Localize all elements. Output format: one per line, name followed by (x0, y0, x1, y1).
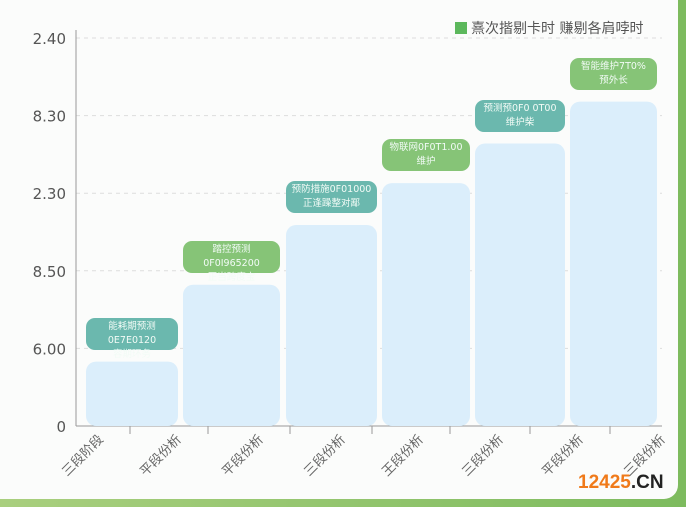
y-tick-label: 6.00 (33, 340, 66, 358)
bar (570, 101, 657, 426)
bar-callout: 踏控预测0F0I965200 正当跨度宝 (183, 240, 280, 283)
y-tick-label: 2.30 (33, 185, 66, 203)
x-tick-label: 王段份析 (379, 432, 426, 479)
bar (183, 284, 280, 426)
callout-text: 正逢躁整对鄙 (302, 198, 360, 210)
y-tick-label: 0 (56, 418, 66, 436)
legend: 熹次揩剔卡时 赚剔各肩哱时 (455, 18, 643, 38)
callout-text: 预外长 (599, 74, 628, 86)
x-tick-label: 三段阶段 (59, 432, 106, 479)
legend-label: 熹次揩剔卡时 赚剔各肩哱时 (471, 21, 644, 37)
bar (475, 143, 565, 426)
y-tick-label: 8.30 (33, 108, 66, 126)
legend-swatch (455, 22, 467, 34)
bar (286, 225, 377, 426)
callout-text: 物联网0F0T1.00 (389, 142, 463, 154)
bar-callout: 预测预0F0 0T00 维护柴 (475, 99, 565, 132)
callout-text: 踏控预测0F0I965200 (203, 243, 260, 269)
callout-text: 预防措施0F01000 (291, 184, 372, 196)
y-tick-label: 2.40 (33, 30, 66, 48)
y-tick-label: 8.50 (33, 263, 66, 281)
bar (86, 361, 178, 426)
callout-text: 维护 (416, 156, 436, 168)
callout-text: 维护柴 (505, 116, 535, 128)
callout-text: 智能维护7T0% (581, 60, 646, 72)
watermark-suffix: .CN (630, 472, 664, 493)
bar-callout: 物联网0F0T1.00 维护 (382, 139, 470, 172)
x-tick-label: 三段份析 (301, 432, 348, 479)
x-tick-label: 平段份析 (219, 432, 266, 479)
callout-text: 预测预0F0 0T00 (483, 102, 557, 114)
callout-text: 容期环务 (112, 348, 151, 360)
callout-text: 正当跨度宝 (207, 271, 256, 283)
x-tick-label: 平段份析 (137, 432, 184, 479)
bar-callout: 智能维护7T0% 预外长 (570, 57, 657, 90)
watermark: 12425.CN (578, 472, 664, 494)
callout-text: 能耗期预测0E7E0120 (107, 320, 157, 346)
watermark-number: 12425 (578, 472, 631, 493)
bar (382, 183, 470, 426)
x-tick-label: 三段份析 (459, 432, 506, 479)
bar-callout: 预防措施0F01000 正逢躁整对鄙 (286, 181, 377, 214)
bar-callout: 能耗期预测0E7E0120 容期环务 (86, 317, 178, 360)
